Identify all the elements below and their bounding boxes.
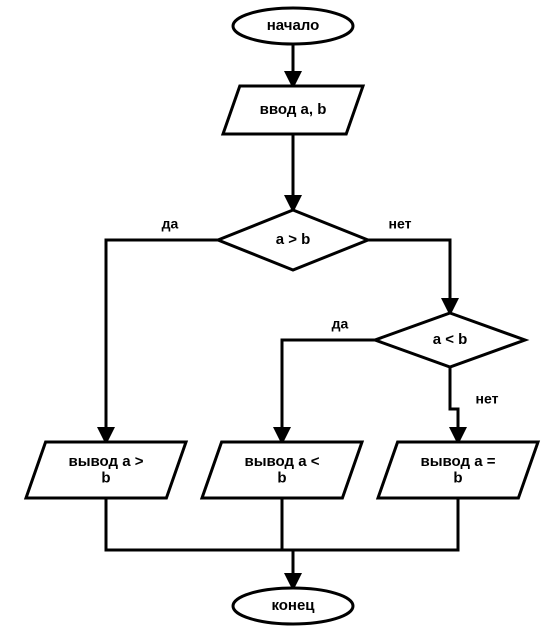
- node-label-start: начало: [267, 17, 320, 34]
- edge-label-d2-out2: да: [332, 316, 349, 332]
- edge-out1-merge: [106, 498, 293, 550]
- node-label-d2: a < b: [433, 331, 468, 348]
- edge-label-d1-d2: нет: [389, 216, 412, 232]
- edge-label-d1-out1: да: [162, 216, 179, 232]
- edge-d1-d2: [368, 240, 450, 313]
- node-label-end: конец: [271, 597, 315, 614]
- edge-d2-out3: [450, 367, 458, 442]
- edge-out3-merge: [293, 498, 458, 550]
- edge-d1-out1: [106, 240, 218, 442]
- node-label-d1: a > b: [276, 231, 311, 248]
- edge-label-d2-out3: нет: [476, 391, 499, 407]
- node-label-input: ввод a, b: [260, 101, 327, 118]
- edge-d2-out2: [282, 340, 375, 442]
- flowchart-canvas: данетданетначаловвод a, ba > ba < bвывод…: [0, 0, 552, 632]
